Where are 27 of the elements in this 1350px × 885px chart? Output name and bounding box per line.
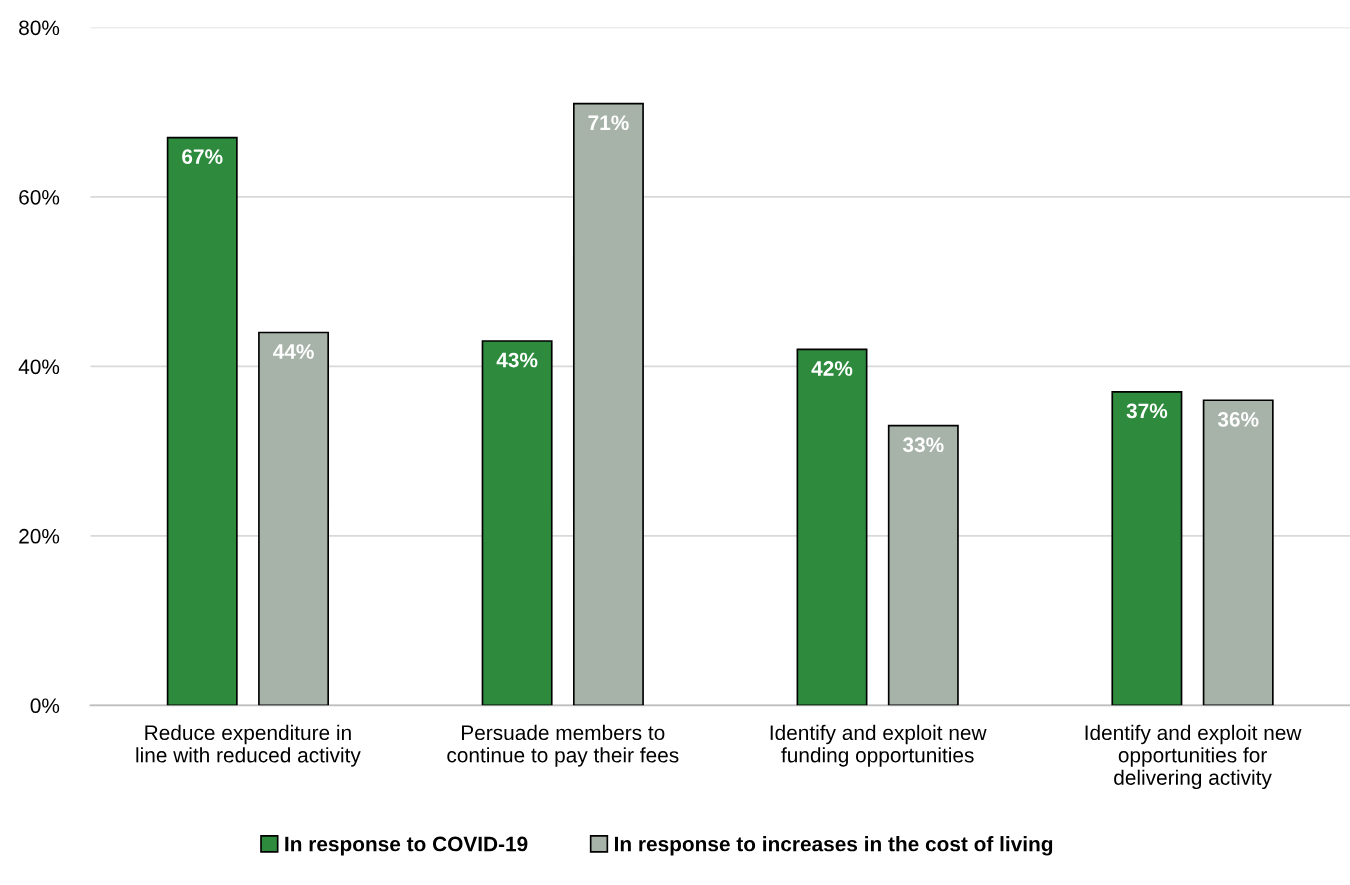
y-tick-label: 80%	[19, 20, 60, 36]
bar	[481, 340, 553, 706]
x-tick-label: Identify and exploit new funding opportunities	[770, 724, 987, 767]
y-tick-label: 0%	[30, 698, 60, 714]
data-label: 37%	[1126, 403, 1168, 419]
legend-label: In response to increases in the cost of living	[614, 836, 1053, 856]
bar	[1111, 390, 1183, 706]
bar	[572, 102, 644, 706]
data-label: 36%	[1217, 411, 1259, 427]
y-tick-label: 60%	[19, 189, 60, 205]
y-tick-label: 40%	[18, 359, 60, 375]
x-tick-label: Reduce expenditure in line with reduced activity	[136, 724, 361, 767]
bar	[166, 136, 238, 706]
data-label: 67%	[182, 149, 223, 165]
bar	[796, 348, 868, 706]
x-tick-label: Persuade members to continue to pay their fees	[447, 724, 679, 767]
data-label: 33%	[902, 437, 944, 453]
bar	[258, 331, 330, 706]
data-label: 71%	[588, 115, 629, 131]
data-label: 42%	[811, 361, 853, 376]
bar	[1202, 399, 1274, 706]
data-label: 43%	[496, 352, 538, 368]
bar	[887, 424, 959, 706]
x-tick-label: Identify and exploit new opportunities for delivering activity	[1085, 724, 1302, 790]
data-label: 44%	[273, 344, 314, 359]
legend-label: In response to COVID-19	[285, 836, 528, 856]
y-tick-label: 20%	[19, 528, 60, 544]
